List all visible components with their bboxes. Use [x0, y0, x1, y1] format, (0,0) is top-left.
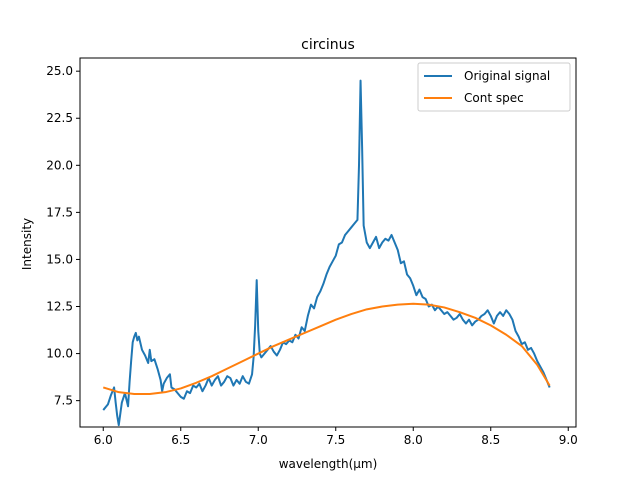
x-tick-label: 8.5	[481, 433, 500, 447]
y-tick-label: 20.0	[46, 158, 73, 172]
series-line-cont-spec	[102, 302, 551, 396]
y-tick-label: 22.5	[46, 111, 73, 125]
y-tick-label: 12.5	[46, 300, 73, 314]
plot-area: 6.0 6.5 7.0 7.5 8.0 8.5 9.0 7.5 10.0 12.5 15.0 17.5…	[46, 57, 578, 447]
x-tick-label: 8.0	[404, 433, 423, 447]
legend: Original signal Cont spec	[417, 62, 571, 112]
x-tick-label: 6.5	[171, 433, 190, 447]
x-tick-label: 6.0	[94, 433, 113, 447]
chart-title: circinus	[301, 37, 355, 53]
legend-label-cont-spec: Cont spec	[464, 91, 524, 105]
x-tick-label: 9.0	[559, 433, 578, 447]
y-axis-label: Intensity	[20, 218, 34, 270]
legend-label-original-signal: Original signal	[464, 69, 550, 83]
x-axis-label: wavelength(µm)	[279, 457, 378, 471]
y-tick-label: 10.0	[46, 347, 73, 361]
y-tick-label: 15.0	[46, 252, 73, 266]
y-tick-label: 7.5	[54, 394, 73, 408]
legend-box	[417, 62, 571, 112]
y-tick-label: 25.0	[46, 64, 73, 78]
axes-frame	[79, 57, 577, 428]
x-tick-label: 7.5	[326, 433, 345, 447]
x-tick-label: 7.0	[249, 433, 268, 447]
series-line-original-signal	[102, 79, 551, 427]
y-tick-label: 17.5	[46, 205, 73, 219]
